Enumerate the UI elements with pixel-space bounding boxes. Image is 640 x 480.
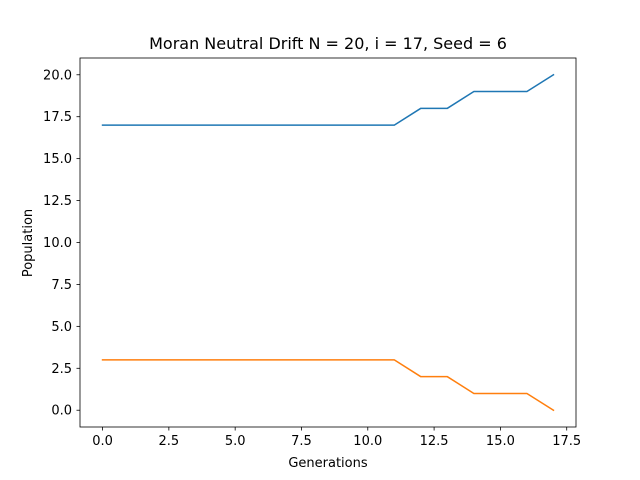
- y-tick-label: 7.5: [51, 278, 72, 293]
- series-line-1: [101, 73, 555, 126]
- y-tick-label: 17.5: [43, 110, 72, 125]
- series-line-2: [101, 359, 555, 412]
- y-tick-label: 20.0: [43, 68, 72, 83]
- y-axis-label: Population: [21, 209, 36, 277]
- y-tick-label: 0.0: [51, 404, 72, 419]
- x-axis-label: Generations: [288, 456, 368, 471]
- x-tick-label: 12.5: [420, 434, 449, 449]
- y-tick-label: 15.0: [43, 152, 72, 167]
- plot-area: 0.0 2.5 5.0 7.5 10.0 12.5 15.0 17.5 0.0 2.5 5.0 7.5…: [43, 57, 581, 449]
- x-tick-label: 2.5: [159, 434, 180, 449]
- y-tick-label: 2.5: [51, 362, 72, 377]
- x-tick-label: 10.0: [353, 434, 382, 449]
- y-tick-label: 12.5: [43, 194, 72, 209]
- y-tick-label: 5.0: [51, 320, 72, 335]
- x-tick-label: 15.0: [486, 434, 515, 449]
- x-tick-label: 0.0: [92, 434, 113, 449]
- x-tick-label: 17.5: [552, 434, 581, 449]
- x-tick-label: 5.0: [225, 434, 246, 449]
- x-tick-label: 7.5: [291, 434, 312, 449]
- y-tick-label: 10.0: [43, 236, 72, 251]
- chart-title: Moran Neutral Drift N = 20, i = 17, Seed…: [149, 34, 507, 53]
